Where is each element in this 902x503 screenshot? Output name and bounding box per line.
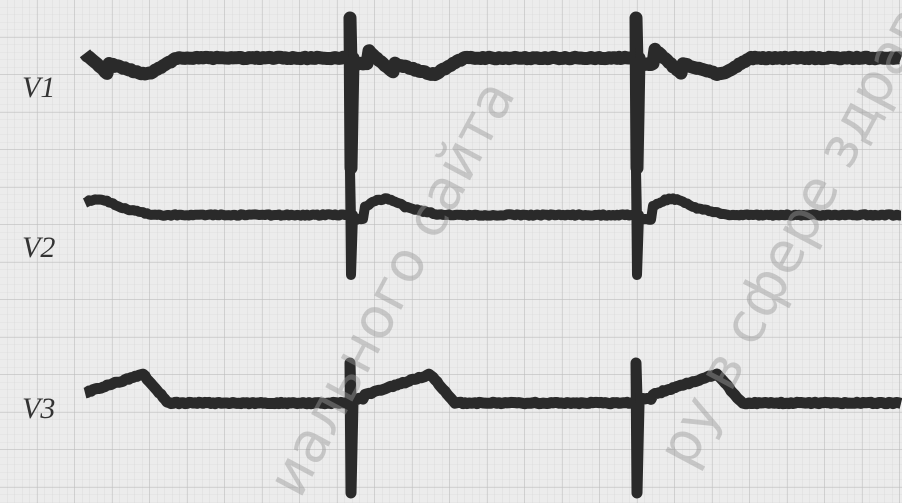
lead-label: V3 — [22, 392, 55, 425]
lead-label: V1 — [22, 71, 55, 104]
lead-label: V2 — [22, 231, 55, 264]
